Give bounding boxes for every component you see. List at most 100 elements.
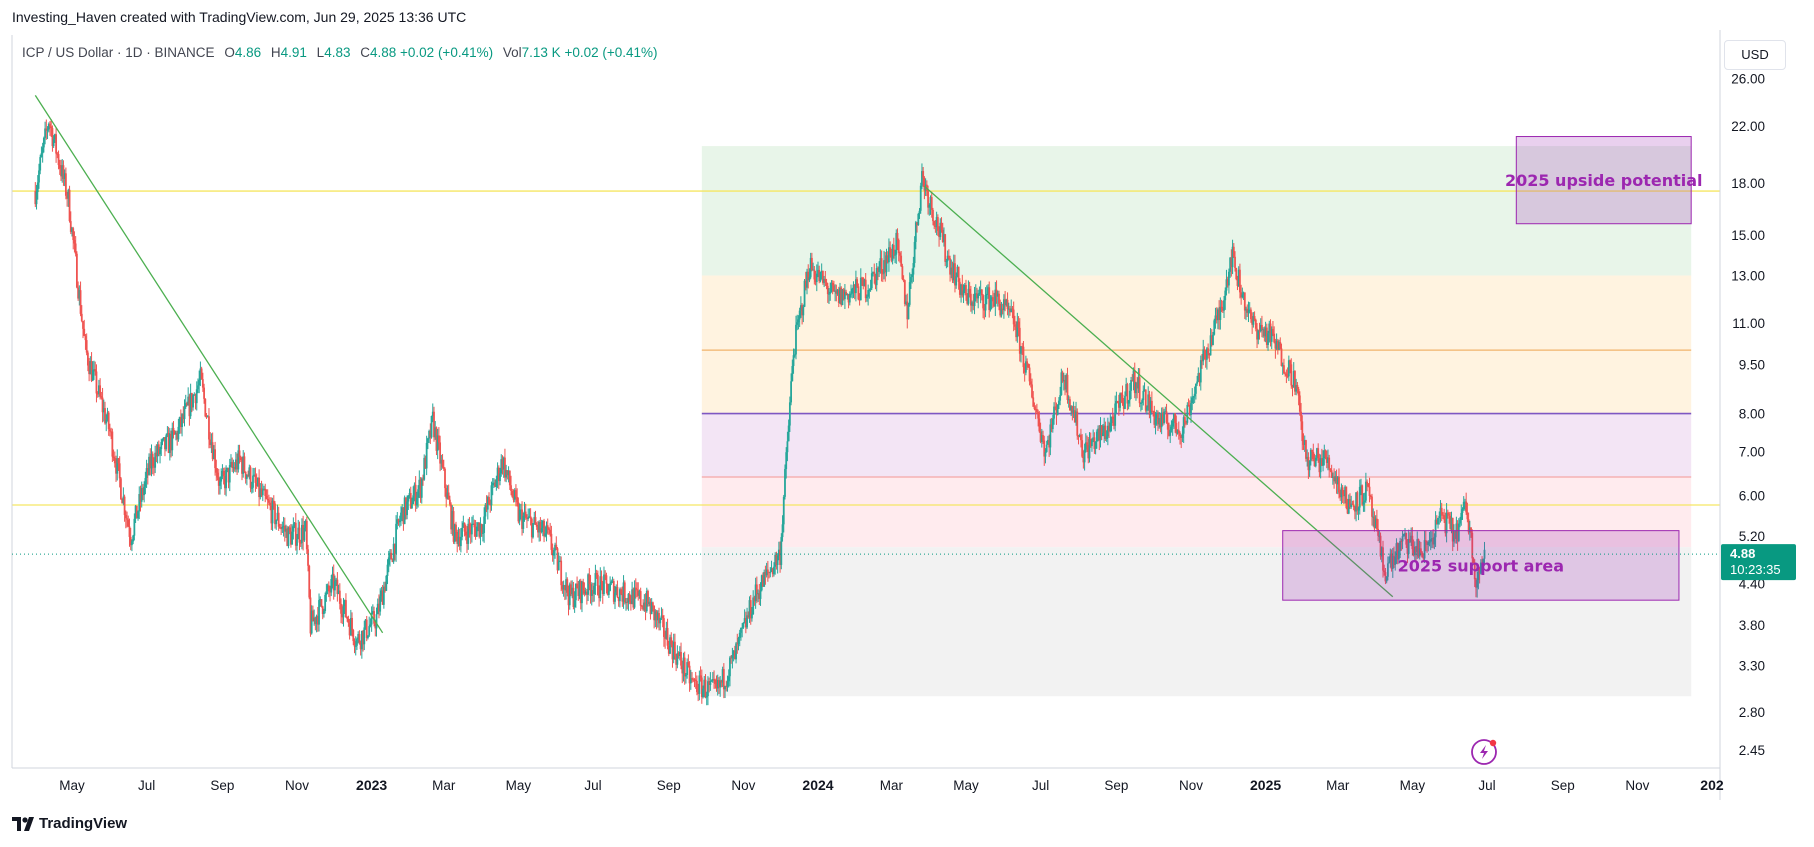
candle-body [297,527,300,540]
price-tick-label: 3.80 [1739,618,1765,633]
candle-body [1306,456,1309,459]
candle-body [628,593,631,601]
candle-body [720,680,723,683]
candle-body [219,481,221,486]
candle-body [294,522,297,546]
candle-body [862,278,865,287]
candle-body [89,361,92,375]
candle-body [1368,486,1371,496]
candle-body [210,442,213,445]
candle-body [579,580,582,604]
time-axis[interactable]: May Jul Sep Nov 2023 Mar May Jul Sep Nov 2024 Mar Ma… [11,35,1724,793]
candle-body [115,463,117,474]
candle-body [49,123,51,127]
candle-body [254,474,257,483]
time-tick-label: Sep [1104,778,1128,793]
candle-body [358,634,361,643]
candle-body [209,439,212,445]
candle-body [1197,373,1200,382]
candle-body [911,274,914,278]
candle-body [967,288,970,304]
candle-body [1058,400,1060,405]
candle-body [874,273,877,286]
candle-body [1476,580,1479,588]
price-tick-label: 11.00 [1732,316,1765,331]
candle-body [946,255,949,262]
candle-body [403,497,406,525]
candle-body [599,576,602,599]
candle-body [1125,384,1128,396]
tradingview-brand[interactable]: TradingView [12,815,127,832]
price-tick-label: 5.20 [1739,529,1765,544]
candle-body [884,260,887,273]
candle-body [129,536,132,546]
candle-body [1313,459,1316,467]
candle-body [1149,400,1152,415]
candle-body [349,617,352,636]
candle-body [459,536,462,547]
candle-body [1191,397,1194,404]
candle-body [60,168,62,177]
candle-body [634,587,637,589]
candle-body [364,619,367,628]
candle-body [545,525,548,534]
candle-body [1382,547,1384,571]
candle-body [186,403,188,406]
symbol-name[interactable]: ICP / US Dollar · 1D · BINANCE [22,45,215,60]
candle-body [544,533,547,537]
time-tick-label: 2023 [356,777,387,793]
candle-body [633,587,636,608]
candle-body [1103,425,1106,433]
candle-body [1440,507,1443,515]
candle-body [1457,523,1460,541]
candle-body [631,589,634,604]
lightning-icon[interactable] [1471,739,1497,765]
candle-body [806,271,808,288]
candle-body [674,641,676,657]
candle-body [1356,492,1359,511]
candle-body [346,617,349,619]
candle-body [989,299,992,311]
candle-body [703,679,706,689]
candle-body [1407,538,1410,554]
candle-body [1011,308,1014,310]
candle-body [538,521,541,533]
candle-body [598,594,600,599]
candle-body [324,594,327,611]
price-axis[interactable]: 26.00 22.00 18.00 15.00 13.00 11.00 9.50 8.00 7.… [1719,30,1814,800]
candle-body [984,294,987,311]
candle-body [954,263,956,286]
candle-body [303,528,306,541]
candle-body [747,615,750,618]
candle-body [515,490,517,497]
candle-body [1066,374,1069,400]
fib-zone-band [701,146,1692,276]
candle-body [1251,319,1254,325]
candle-body [1143,389,1146,392]
candle-body [1259,324,1262,332]
candle-body [746,615,748,628]
candle-body [1467,519,1470,533]
brand-label: TradingView [39,815,128,832]
candle-body [721,669,724,683]
candle-body [57,154,60,166]
candle-body [382,586,385,605]
candle-body [1428,541,1431,543]
candle-body [150,453,153,469]
candle-body [943,234,945,243]
candle-body [265,495,268,499]
candle-body [678,652,681,656]
currency-button[interactable]: USD [1724,40,1786,70]
candle-body [1372,516,1375,518]
candle-body [1042,435,1044,441]
candle-body [1106,425,1109,437]
candle-body [637,590,640,596]
candle-body [318,600,320,625]
fib-zone-band [701,547,1692,697]
candle-body [316,615,319,625]
candle-body [1336,476,1339,485]
candle-body [768,572,770,574]
candle-body [477,522,479,527]
candle-body [1274,342,1277,349]
